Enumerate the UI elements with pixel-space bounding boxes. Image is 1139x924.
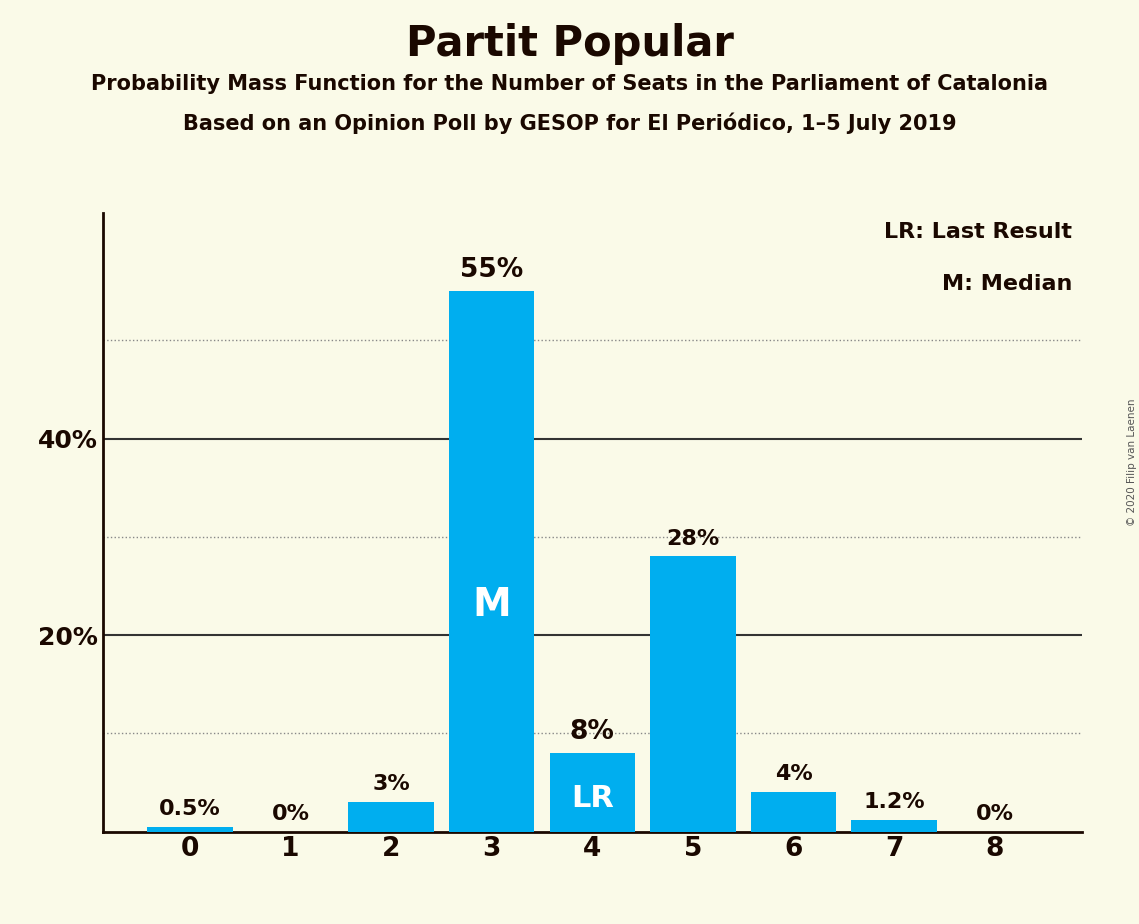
Text: © 2020 Filip van Laenen: © 2020 Filip van Laenen bbox=[1126, 398, 1137, 526]
Text: 8%: 8% bbox=[570, 719, 615, 745]
Text: Probability Mass Function for the Number of Seats in the Parliament of Catalonia: Probability Mass Function for the Number… bbox=[91, 74, 1048, 94]
Text: LR: LR bbox=[571, 784, 614, 813]
Bar bbox=[751, 792, 836, 832]
Text: 0.5%: 0.5% bbox=[159, 799, 221, 819]
Text: Partit Popular: Partit Popular bbox=[405, 23, 734, 65]
Text: 55%: 55% bbox=[460, 257, 523, 284]
Bar bbox=[851, 820, 937, 832]
Text: 3%: 3% bbox=[372, 774, 410, 795]
Text: 28%: 28% bbox=[666, 529, 720, 549]
Text: 1.2%: 1.2% bbox=[863, 792, 925, 812]
Text: M: Median: M: Median bbox=[942, 274, 1072, 295]
Bar bbox=[147, 827, 232, 832]
Bar bbox=[349, 802, 434, 832]
Bar bbox=[650, 556, 736, 832]
Text: Based on an Opinion Poll by GESOP for El Periódico, 1–5 July 2019: Based on an Opinion Poll by GESOP for El… bbox=[182, 113, 957, 134]
Text: 4%: 4% bbox=[775, 764, 812, 784]
Bar bbox=[549, 753, 636, 832]
Text: M: M bbox=[473, 586, 511, 624]
Text: 0%: 0% bbox=[976, 804, 1014, 823]
Text: LR: Last Result: LR: Last Result bbox=[884, 222, 1072, 242]
Bar bbox=[449, 291, 534, 832]
Text: 0%: 0% bbox=[271, 804, 310, 823]
